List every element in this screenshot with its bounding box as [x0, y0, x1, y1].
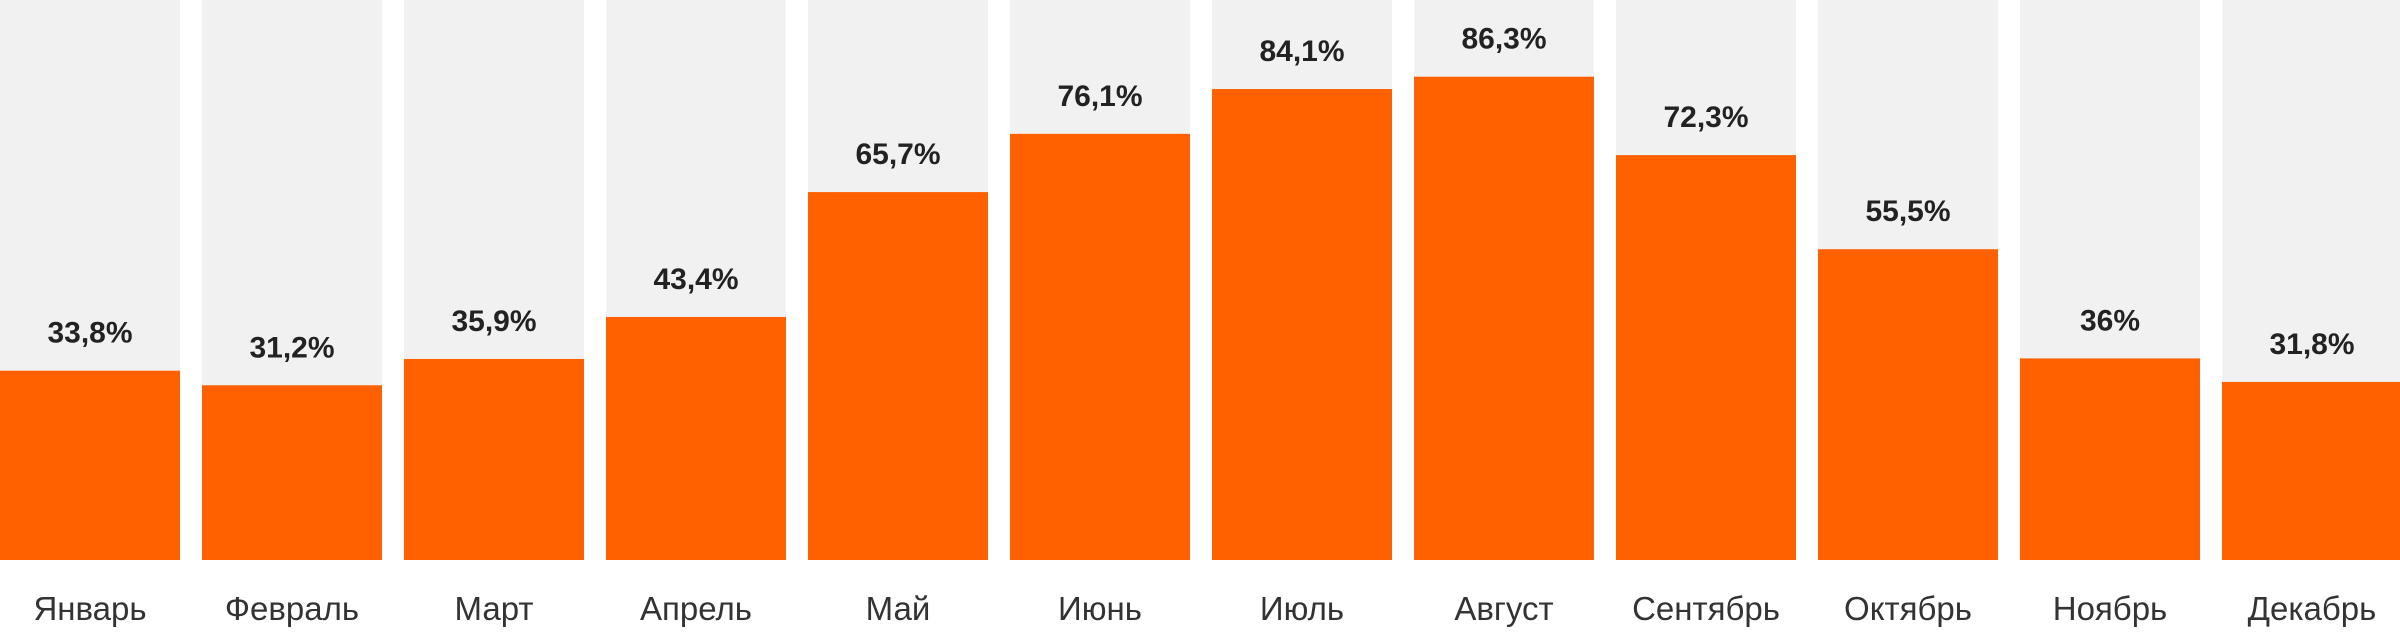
category-labels: Январь Февраль Март Апрель Май Июнь Июль Август…: [33, 590, 2376, 627]
value-label: 76,1%: [1057, 80, 1142, 113]
category-label: Февраль: [225, 590, 359, 627]
value-label: 55,5%: [1865, 195, 1950, 228]
value-label: 31,8%: [2269, 328, 2354, 361]
bar-7: [1212, 89, 1392, 560]
bar-11: [2020, 358, 2200, 560]
bar-2: [202, 385, 382, 560]
bar-10: [1818, 249, 1998, 560]
bar-12: [2222, 381, 2400, 560]
value-label: 84,1%: [1259, 35, 1344, 68]
bar-1: [0, 370, 180, 560]
category-label: Сентябрь: [1632, 590, 1780, 627]
value-label: 35,9%: [451, 305, 536, 338]
category-label: Январь: [33, 590, 146, 627]
category-label: Июль: [1260, 590, 1344, 627]
value-label: 33,8%: [47, 317, 132, 350]
value-labels: 33,8% 31,2% 35,9% 43,4% 65,7% 76,1% 84,1% 86,3%…: [47, 23, 2354, 365]
value-label: 86,3%: [1461, 23, 1546, 56]
value-label: 43,4%: [653, 263, 738, 296]
bar-5: [808, 192, 988, 560]
value-label: 36%: [2080, 304, 2140, 337]
value-label: 72,3%: [1663, 101, 1748, 134]
bar-8: [1414, 76, 1594, 560]
category-label: Июнь: [1058, 590, 1142, 627]
value-label: 65,7%: [855, 138, 940, 171]
bar-9: [1616, 155, 1796, 560]
category-label: Декабрь: [2248, 590, 2377, 627]
category-label: Март: [455, 590, 534, 627]
category-label: Октябрь: [1844, 590, 1972, 627]
bar-6: [1010, 133, 1190, 560]
value-label: 31,2%: [249, 331, 334, 364]
category-label: Ноябрь: [2053, 590, 2168, 627]
category-label: Май: [866, 590, 931, 627]
category-label: Апрель: [640, 590, 752, 627]
bars: [0, 76, 2400, 560]
bar-3: [404, 358, 584, 560]
category-label: Август: [1454, 590, 1553, 627]
bar-4: [606, 316, 786, 560]
